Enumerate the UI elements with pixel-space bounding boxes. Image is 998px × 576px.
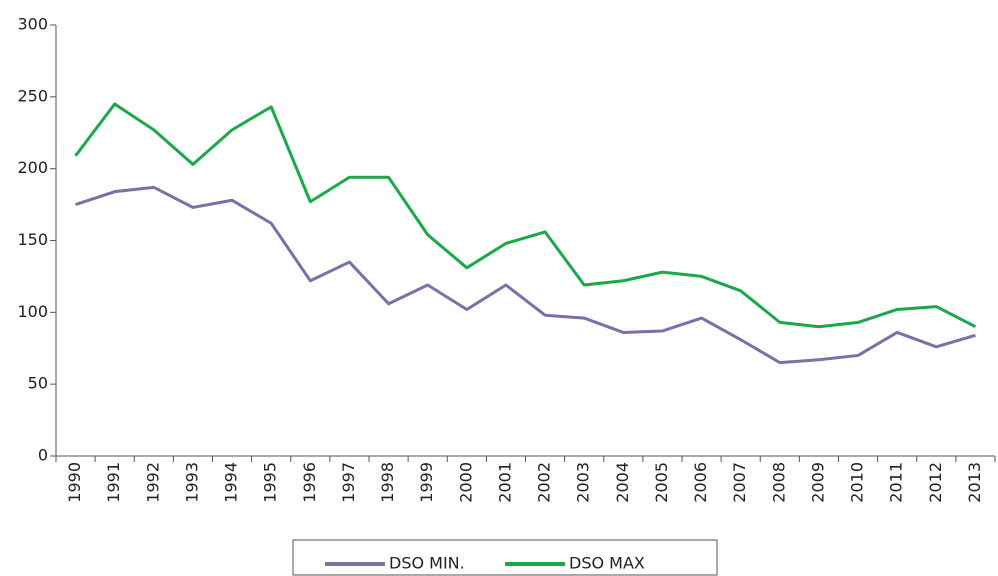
x-tick-label: 2002 [535, 462, 554, 503]
x-tick-label: 1999 [417, 462, 436, 503]
y-tick-label: 250 [17, 86, 48, 105]
y-tick-label: 100 [17, 302, 48, 321]
x-tick-label: 1991 [104, 462, 123, 503]
x-tick-label: 2006 [691, 462, 710, 503]
x-tick-label: 2013 [965, 462, 984, 503]
x-tick-label: 1996 [300, 462, 319, 503]
x-tick-label: 2001 [495, 462, 514, 503]
y-tick-label: 200 [17, 158, 48, 177]
x-tick-label: 1992 [143, 462, 162, 503]
x-tick-label: 2004 [613, 462, 632, 503]
x-tick-label: 1993 [182, 462, 201, 503]
legend-label: DSO MIN. [389, 554, 465, 573]
legend-box [292, 539, 718, 576]
x-tick-label: 1994 [222, 462, 241, 503]
x-tick-label: 2000 [456, 462, 475, 503]
y-tick-label: 0 [38, 446, 48, 465]
x-tick-label: 2005 [652, 462, 671, 503]
y-tick-label: 150 [17, 230, 48, 249]
y-tick-label: 50 [28, 374, 48, 393]
x-tick-label: 2007 [730, 462, 749, 503]
legend-label: DSO MAX [569, 554, 645, 573]
x-tick-label: 1990 [65, 462, 84, 503]
x-tick-label: 2008 [769, 462, 788, 503]
x-tick-label: 2011 [887, 462, 906, 503]
y-tick-label: 300 [17, 15, 48, 34]
series-line [75, 185, 976, 365]
x-tick-label: 2009 [808, 462, 827, 503]
x-tick-label: 1995 [261, 462, 280, 503]
x-tick-label: 1997 [339, 462, 358, 503]
x-tick-label: 1998 [378, 462, 397, 503]
x-tick-label: 2010 [848, 462, 867, 503]
x-tick-label: 2012 [926, 462, 945, 503]
series-line [74, 102, 977, 329]
x-tick-label: 2003 [574, 462, 593, 503]
